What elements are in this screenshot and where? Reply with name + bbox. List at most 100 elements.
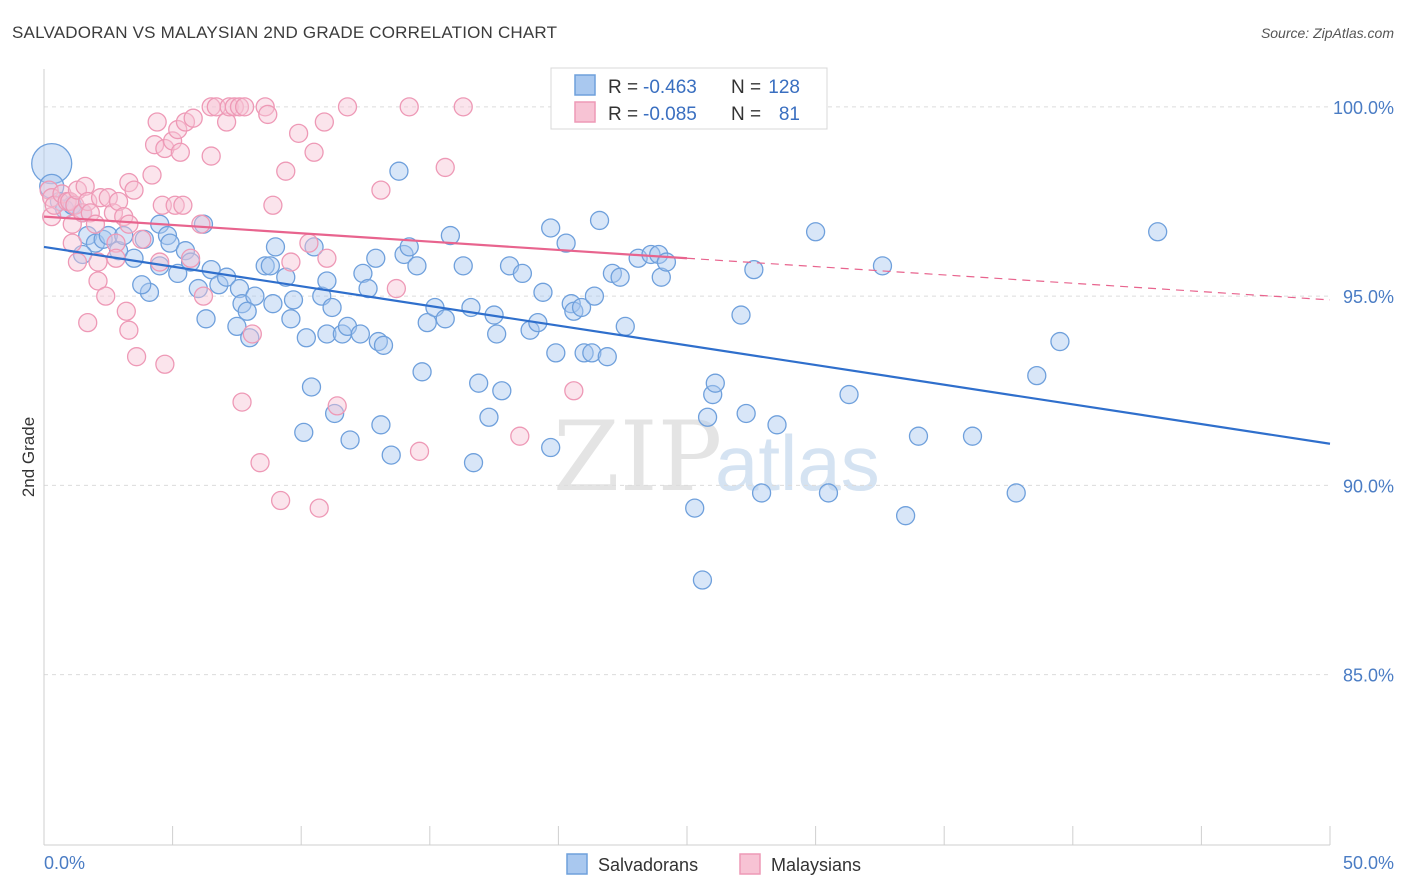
point-malaysians (144, 135, 165, 155)
point-malaysians (78, 312, 98, 333)
point-malaysians (126, 347, 147, 367)
point-malaysians (216, 112, 237, 132)
point-salvadorans (703, 384, 723, 405)
point-malaysians (224, 97, 244, 117)
point-salvadorans (463, 453, 484, 473)
point-malaysians (288, 123, 309, 144)
x-tick-label-left: 0.0% (44, 853, 85, 873)
point-malaysians (314, 112, 334, 132)
y-tick-label: 100.0% (1333, 98, 1394, 118)
point-salvadorans (533, 282, 553, 302)
point-salvadorans (373, 335, 394, 355)
trend-lines (43, 215, 1331, 445)
point-salvadorans (571, 297, 592, 318)
point-salvadorans (744, 259, 764, 280)
point-salvadorans (389, 161, 409, 181)
watermark: ZIP atlas (553, 401, 880, 513)
point-salvadorans (582, 343, 602, 363)
point-salvadorans (381, 445, 401, 465)
point-malaysians (242, 324, 262, 344)
legend-r-label-2: R = (608, 104, 638, 125)
point-salvadorans (296, 328, 316, 348)
point-salvadorans (767, 415, 787, 435)
point-salvadorans (157, 225, 178, 246)
point-malaysians (337, 97, 358, 117)
point-salvadorans (1050, 331, 1070, 352)
point-salvadorans (255, 256, 275, 276)
point-malaysians (67, 252, 88, 272)
point-salvadorans (322, 297, 342, 318)
point-salvadorans (1027, 365, 1047, 386)
point-salvadorans (546, 343, 566, 363)
point-salvadorans (317, 271, 337, 291)
point-salvadorans (751, 483, 772, 503)
point-salvadorans (245, 286, 265, 306)
point-malaysians (191, 214, 211, 234)
y-tick-labels: 100.0% 95.0% 90.0% 85.0% (1333, 98, 1394, 686)
x-ticks (43, 826, 1331, 845)
point-salvadorans (908, 426, 929, 446)
point-salvadorans (132, 275, 152, 295)
point-malaysians (263, 195, 283, 215)
legend-n-label-1: N = (731, 77, 761, 98)
point-salvadorans (78, 225, 98, 246)
watermark-zip: ZIP (553, 401, 722, 513)
point-malaysians (255, 97, 275, 117)
point-salvadorans (301, 377, 322, 397)
legend-box: R = -0.463 N = 128 R = -0.085 N = 81 (550, 67, 828, 130)
point-malaysians (234, 97, 255, 117)
point-salvadorans (556, 233, 576, 253)
point-salvadorans (685, 498, 705, 518)
point-salvadorans (98, 225, 118, 246)
point-malaysians (98, 188, 118, 208)
point-salvadorans (31, 142, 73, 185)
trend-line-extension-malaysians (686, 257, 1331, 301)
point-malaysians (80, 203, 100, 223)
point-salvadorans (610, 267, 630, 287)
point-salvadorans (108, 241, 129, 261)
trend-line-malaysians (43, 215, 688, 260)
point-salvadorans (818, 483, 839, 503)
point-salvadorans (731, 305, 751, 325)
point-salvadorans (139, 282, 160, 302)
point-malaysians (453, 97, 473, 117)
point-malaysians (132, 229, 152, 249)
x-tick-label-right: 50.0% (1343, 853, 1394, 873)
point-malaysians (232, 392, 252, 412)
point-malaysians (386, 278, 407, 299)
gridlines (44, 106, 1330, 676)
point-malaysians (304, 142, 324, 162)
point-malaysians (317, 248, 337, 268)
point-malaysians (147, 112, 167, 132)
point-salvadorans (340, 430, 360, 450)
point-salvadorans (371, 415, 391, 435)
point-malaysians (183, 108, 203, 128)
point-salvadorans (651, 267, 671, 287)
point-salvadorans (692, 570, 713, 590)
point-salvadorans (872, 256, 893, 276)
point-salvadorans (512, 263, 533, 284)
point-salvadorans (895, 506, 916, 526)
point-malaysians (106, 233, 126, 253)
point-salvadorans (283, 290, 304, 310)
bottom-legend-label-salvadorans: Salvadorans (598, 855, 698, 875)
point-salvadorans (1148, 222, 1168, 242)
point-salvadorans (541, 218, 561, 238)
legend-r-label-1: R = (608, 77, 638, 98)
point-salvadorans (453, 256, 473, 276)
point-salvadorans (324, 403, 345, 424)
point-malaysians (173, 195, 193, 215)
point-malaysians (409, 441, 430, 461)
point-malaysians (75, 176, 95, 196)
point-salvadorans (492, 381, 512, 401)
point-salvadorans (736, 403, 756, 424)
point-salvadorans (407, 256, 427, 276)
point-salvadorans (697, 407, 718, 427)
point-malaysians (510, 426, 530, 446)
legend-n-label-2: N = (731, 104, 761, 125)
point-malaysians (108, 191, 129, 212)
point-malaysians (299, 233, 319, 253)
point-salvadorans (114, 225, 134, 246)
point-salvadorans (353, 263, 373, 284)
point-salvadorans (124, 248, 144, 268)
